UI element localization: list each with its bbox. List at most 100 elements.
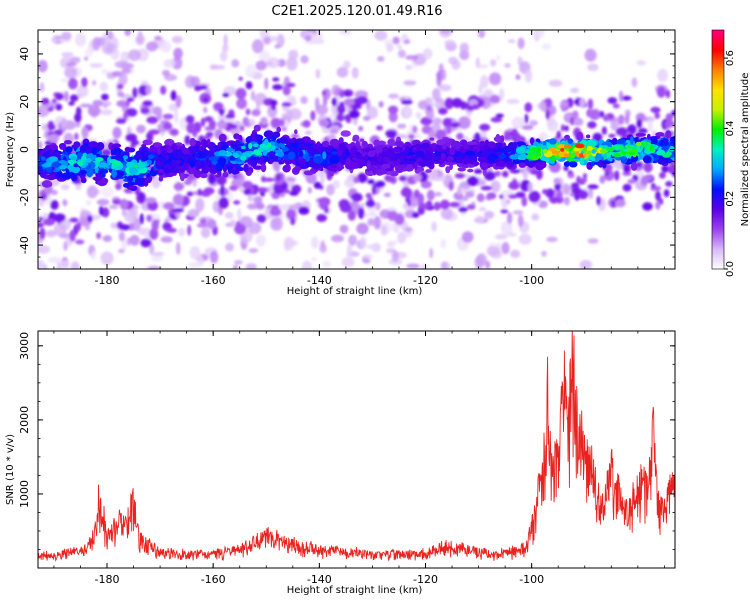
- spectral-hotspot: [262, 149, 268, 156]
- spectral-blob: [156, 110, 163, 121]
- spectral-blob: [506, 199, 511, 204]
- spectral-blob: [75, 32, 86, 47]
- spectral-blob: [238, 76, 243, 81]
- spectral-blob: [245, 263, 257, 269]
- spectral-blob: [332, 180, 341, 189]
- spectral-blob: [57, 171, 63, 176]
- spectral-blob: [140, 238, 152, 248]
- spectral-blob: [616, 139, 625, 145]
- spectral-blob: [385, 174, 394, 183]
- spectral-hotspot: [611, 144, 621, 149]
- spectral-blob: [651, 183, 656, 188]
- spectral-blob: [112, 71, 123, 77]
- x-tick-label: -160: [201, 274, 226, 287]
- spectral-blob: [582, 173, 588, 179]
- spectral-blob: [531, 213, 540, 221]
- spectral-blob: [554, 182, 562, 191]
- snr-x-ticks: -180 -160 -140 -120 -100: [53, 331, 665, 586]
- spectral-blob: [99, 205, 104, 216]
- spectral-blob: [490, 180, 501, 193]
- spectral-blob: [375, 145, 384, 153]
- spectral-blob: [129, 207, 139, 219]
- spectral-hotspot: [662, 153, 671, 158]
- spectral-blob: [217, 115, 228, 121]
- spectral-blob: [255, 234, 266, 247]
- x-tick-label: -100: [519, 573, 544, 586]
- spectral-blob: [203, 139, 208, 149]
- spectral-blob: [659, 172, 666, 179]
- spectral-blob: [607, 97, 618, 104]
- spectral-blob: [80, 175, 86, 181]
- spectral-blob: [383, 192, 391, 198]
- spectral-blob: [478, 30, 486, 39]
- spectrogram-x-axis-label: Height of straight line (km): [287, 286, 423, 297]
- spectral-blob: [274, 44, 281, 49]
- spectral-hotspot: [518, 153, 527, 159]
- spectral-blob: [217, 143, 222, 147]
- spectral-blob: [584, 48, 597, 62]
- spectral-hotspot: [557, 144, 566, 149]
- spectral-blob: [426, 189, 435, 201]
- spectral-blob: [152, 142, 163, 149]
- spectral-blob: [117, 91, 125, 98]
- spectral-blob: [158, 156, 167, 163]
- spectral-blob: [69, 229, 76, 242]
- spectral-blob: [541, 250, 547, 257]
- spectral-blob: [404, 164, 415, 172]
- spectral-blob: [343, 98, 355, 107]
- spectral-blob: [124, 146, 131, 153]
- spectral-blob: [667, 164, 675, 175]
- spectral-blob: [291, 142, 300, 148]
- spectral-blob: [478, 64, 489, 69]
- spectral-blob: [118, 248, 125, 254]
- spectral-blob: [295, 138, 304, 144]
- spectral-blob: [209, 64, 218, 70]
- spectral-hotspot: [563, 144, 572, 149]
- spectral-blob: [300, 55, 309, 64]
- spectral-blob: [499, 88, 505, 101]
- spectral-hotspot: [138, 167, 148, 174]
- spectral-blob: [101, 93, 109, 101]
- spectral-blob: [344, 149, 350, 156]
- spectral-blob: [184, 135, 191, 146]
- spectral-blob: [456, 132, 464, 140]
- spectral-blob: [450, 122, 461, 128]
- snr-y-axis-label: SNR (10 * v/v): [5, 434, 16, 505]
- spectral-blob: [615, 127, 628, 136]
- spectrogram-x-ticks: -180 -160 -140 -120 -100: [53, 30, 665, 287]
- spectrogram-y-ticks: -40 -20 0 20 40: [18, 29, 675, 270]
- spectral-hotspot: [649, 144, 654, 152]
- spectral-blob: [480, 147, 485, 152]
- spectral-blob: [507, 194, 519, 199]
- spectral-blob: [179, 172, 185, 182]
- spectral-blob: [542, 188, 548, 195]
- spectral-blob: [269, 207, 282, 217]
- spectral-blob: [200, 173, 208, 179]
- spectral-blob: [151, 219, 159, 232]
- spectral-blob: [392, 146, 404, 152]
- spectral-blob: [41, 212, 49, 218]
- spectral-blob: [169, 128, 179, 136]
- spectral-blob: [45, 229, 57, 238]
- spectral-blob: [545, 109, 550, 120]
- spectral-blob: [231, 59, 240, 68]
- spectral-blob: [484, 210, 495, 219]
- spectral-blob: [656, 86, 666, 98]
- spectral-blob: [250, 90, 255, 101]
- spectral-blob: [213, 145, 224, 151]
- spectral-blob: [588, 186, 594, 200]
- spectral-blob: [174, 109, 179, 124]
- spectral-blob: [189, 165, 196, 175]
- spectral-blob: [225, 242, 234, 252]
- snr-y-ticks: 1000 2000 3000: [18, 332, 675, 550]
- spectral-blob: [225, 114, 236, 119]
- spectral-blob: [488, 72, 502, 86]
- spectral-blob: [362, 254, 374, 259]
- spectral-blob: [386, 150, 395, 159]
- spectral-blob: [189, 138, 197, 147]
- spectral-blob: [440, 238, 446, 249]
- x-tick-label: -180: [95, 274, 120, 287]
- spectral-blob: [224, 211, 234, 219]
- spectral-blob: [448, 56, 458, 65]
- spectral-blob: [272, 159, 281, 171]
